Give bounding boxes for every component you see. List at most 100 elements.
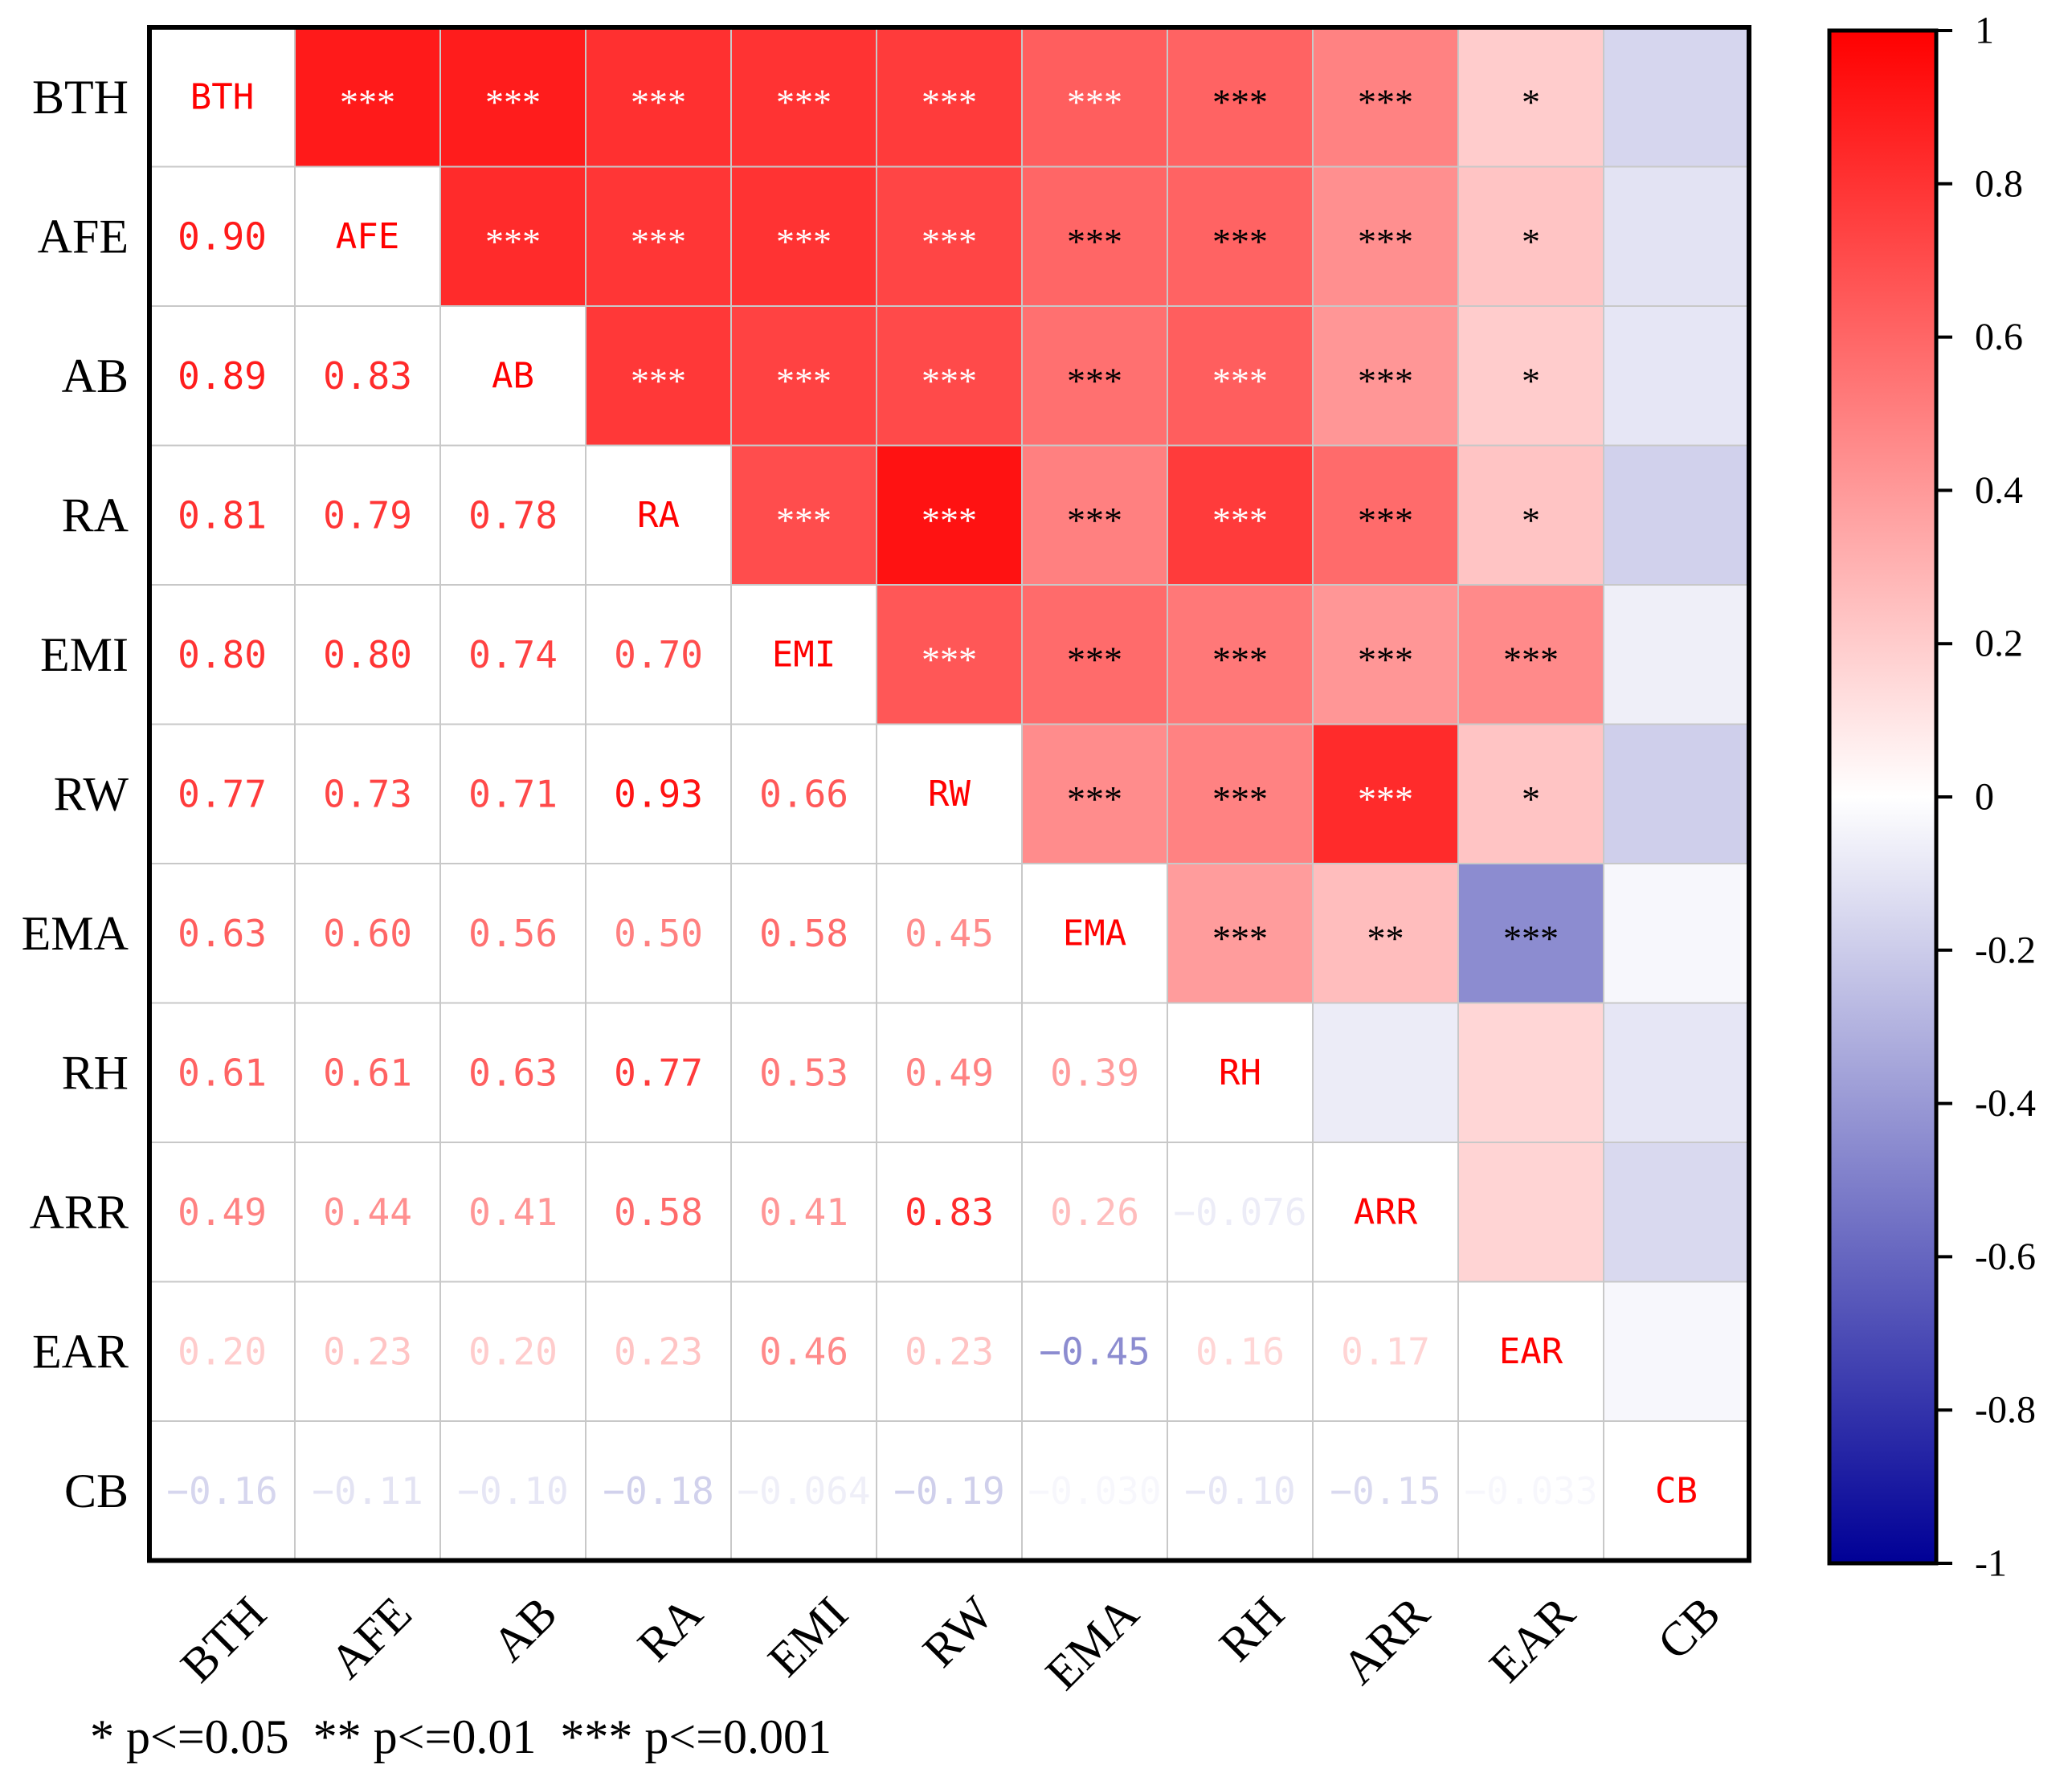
- heatmap-cell: 0.80: [295, 585, 440, 725]
- heatmap-cell: −0.10: [440, 1421, 586, 1561]
- correlation-value: 0.89: [178, 354, 267, 398]
- significance-stars: **: [1367, 917, 1404, 958]
- column-label: RA: [627, 1587, 713, 1672]
- cell-background: [731, 724, 877, 864]
- cell-background: [149, 27, 295, 167]
- significance-stars: ***: [1358, 221, 1413, 262]
- cell-background: [1167, 1142, 1313, 1282]
- correlation-value: 0.80: [323, 633, 412, 676]
- heatmap-cell: 0.41: [731, 1142, 877, 1282]
- correlation-value: −0.16: [166, 1469, 277, 1513]
- cell-background: [149, 445, 295, 585]
- colorbar-tick-label: 0: [1975, 776, 1994, 819]
- heatmap-cell: ARR: [1313, 1142, 1458, 1282]
- correlation-value: 0.63: [178, 912, 267, 955]
- heatmap-cell: [1604, 585, 1749, 725]
- cell-color: [1604, 306, 1749, 446]
- colorbar-tick-label: 1: [1975, 10, 1994, 52]
- diagonal-label: CB: [1655, 1470, 1698, 1511]
- heatmap-cell: *: [1458, 724, 1604, 864]
- heatmap-cell: EMA: [1022, 864, 1167, 1003]
- cell-background: [731, 1003, 877, 1142]
- correlation-value: 0.41: [759, 1191, 848, 1234]
- cell-background: [731, 1142, 877, 1282]
- heatmap-cell: 0.63: [149, 864, 295, 1003]
- cell-background: [586, 1142, 731, 1282]
- significance-stars: ***: [1212, 917, 1268, 958]
- heatmap-cell: −0.10: [1167, 1421, 1313, 1561]
- correlation-value: −0.10: [1184, 1469, 1295, 1513]
- correlation-value: −0.11: [312, 1469, 423, 1513]
- heatmap-cell: [1604, 445, 1749, 585]
- correlation-value: 0.70: [614, 633, 703, 676]
- cell-background: [586, 1003, 731, 1142]
- heatmap-cell: AB: [440, 306, 586, 446]
- cell-color: [1313, 585, 1458, 725]
- heatmap-cell: 0.66: [731, 724, 877, 864]
- significance-stars: *: [1522, 360, 1540, 401]
- significance-stars: ***: [1358, 500, 1413, 541]
- correlation-value: 0.61: [178, 1051, 267, 1094]
- cell-color: [1604, 1142, 1749, 1282]
- heatmap-cell: ***: [1313, 445, 1458, 585]
- cell-color: [440, 27, 586, 167]
- heatmap-cell: 0.49: [149, 1142, 295, 1282]
- cell-background: [1167, 1281, 1313, 1421]
- heatmap-cell: RW: [877, 724, 1022, 864]
- correlation-value: 0.63: [468, 1051, 558, 1094]
- row-label: AB: [62, 349, 129, 402]
- cell-background: [731, 585, 877, 725]
- heatmap-cell: *: [1458, 306, 1604, 446]
- significance-stars: ***: [1067, 81, 1122, 122]
- cell-background: [877, 864, 1022, 1003]
- heatmap-cell: 0.83: [295, 306, 440, 446]
- cell-color: [731, 166, 877, 306]
- cell-color: [731, 445, 877, 585]
- diagonal-label: EMA: [1063, 913, 1126, 954]
- cell-color: [1458, 724, 1604, 864]
- correlation-value: 0.49: [178, 1191, 267, 1234]
- cell-background: [295, 166, 440, 306]
- cell-color: [1313, 306, 1458, 446]
- correlation-value: 0.58: [614, 1191, 703, 1234]
- cell-background: [586, 864, 731, 1003]
- heatmap-cell: *: [1458, 166, 1604, 306]
- correlation-value: 0.58: [759, 912, 848, 955]
- correlation-value: 0.20: [468, 1330, 558, 1373]
- significance-stars: ***: [1212, 360, 1268, 401]
- cell-color: [1167, 724, 1313, 864]
- cell-color: [1604, 27, 1749, 167]
- cell-background: [586, 1281, 731, 1421]
- cell-background: [295, 585, 440, 725]
- cell-color: [1604, 1281, 1749, 1421]
- heatmap-cell: RA: [586, 445, 731, 585]
- significance-stars: ***: [340, 81, 395, 122]
- heatmap-cell: [1604, 166, 1749, 306]
- heatmap-cell: 0.56: [440, 864, 586, 1003]
- correlation-value: 0.79: [323, 493, 412, 537]
- cell-color: [1458, 585, 1604, 725]
- cell-background: [295, 1142, 440, 1282]
- row-label: RH: [62, 1046, 129, 1099]
- heatmap-cell: 0.81: [149, 445, 295, 585]
- cell-background: [586, 445, 731, 585]
- heatmap-cell: ***: [1167, 27, 1313, 167]
- significance-stars: ***: [922, 360, 977, 401]
- colorbar-tick-label: 0.2: [1975, 623, 2023, 665]
- cell-color: [877, 585, 1022, 725]
- heatmap-cell: ***: [1313, 166, 1458, 306]
- heatmap-cell: ***: [877, 585, 1022, 725]
- row-label: EMA: [22, 907, 129, 960]
- heatmap-cell: EAR: [1458, 1281, 1604, 1421]
- heatmap-cell: 0.71: [440, 724, 586, 864]
- heatmap-cell: −0.033: [1458, 1421, 1604, 1561]
- heatmap-cell: ***: [877, 306, 1022, 446]
- heatmap-cell: 0.23: [586, 1281, 731, 1421]
- cell-background: [586, 1421, 731, 1561]
- correlation-value: 0.53: [759, 1051, 848, 1094]
- heatmap-cell: ***: [1022, 724, 1167, 864]
- heatmap-cell: 0.50: [586, 864, 731, 1003]
- heatmap-cell: 0.77: [586, 1003, 731, 1142]
- column-label: EMI: [758, 1587, 857, 1686]
